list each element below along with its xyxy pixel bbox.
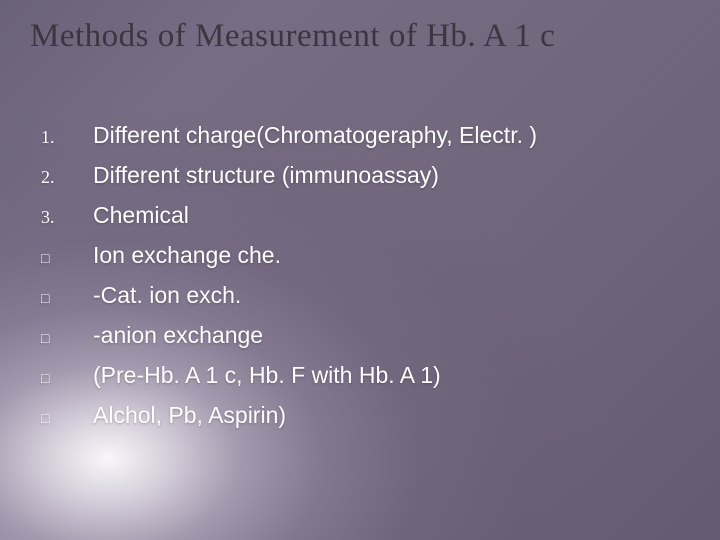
slide: Methods of Measurement of Hb. A 1 c 1. D… <box>0 0 720 540</box>
list-marker: □ <box>35 284 93 305</box>
list-item: □ Alchol, Pb, Aspirin) <box>35 400 690 431</box>
list-text: Different structure (immunoassay) <box>93 160 690 191</box>
list-text: Alchol, Pb, Aspirin) <box>93 400 690 431</box>
list-item: □ (Pre-Hb. A 1 c, Hb. F with Hb. A 1) <box>35 360 690 391</box>
list-item: 2. Different structure (immunoassay) <box>35 160 690 191</box>
list-marker: □ <box>35 244 93 265</box>
list-item: □ -Cat. ion exch. <box>35 280 690 311</box>
list-marker: □ <box>35 404 93 425</box>
list-text: (Pre-Hb. A 1 c, Hb. F with Hb. A 1) <box>93 360 690 391</box>
list-marker: 2. <box>35 165 93 189</box>
list-text: Chemical <box>93 200 690 231</box>
slide-title: Methods of Measurement of Hb. A 1 c <box>30 18 690 55</box>
list-marker: □ <box>35 364 93 385</box>
list-text: -Cat. ion exch. <box>93 280 690 311</box>
list-marker: □ <box>35 324 93 345</box>
list-marker: 3. <box>35 205 93 229</box>
list-text: Ion exchange che. <box>93 240 690 271</box>
list-item: 3. Chemical <box>35 200 690 231</box>
list-item: 1. Different charge(Chromatogeraphy, Ele… <box>35 120 690 151</box>
list-text: -anion exchange <box>93 320 690 351</box>
list-marker: 1. <box>35 125 93 149</box>
slide-content: 1. Different charge(Chromatogeraphy, Ele… <box>35 120 690 440</box>
list-item: □ Ion exchange che. <box>35 240 690 271</box>
list-text: Different charge(Chromatogeraphy, Electr… <box>93 120 690 151</box>
list-item: □ -anion exchange <box>35 320 690 351</box>
